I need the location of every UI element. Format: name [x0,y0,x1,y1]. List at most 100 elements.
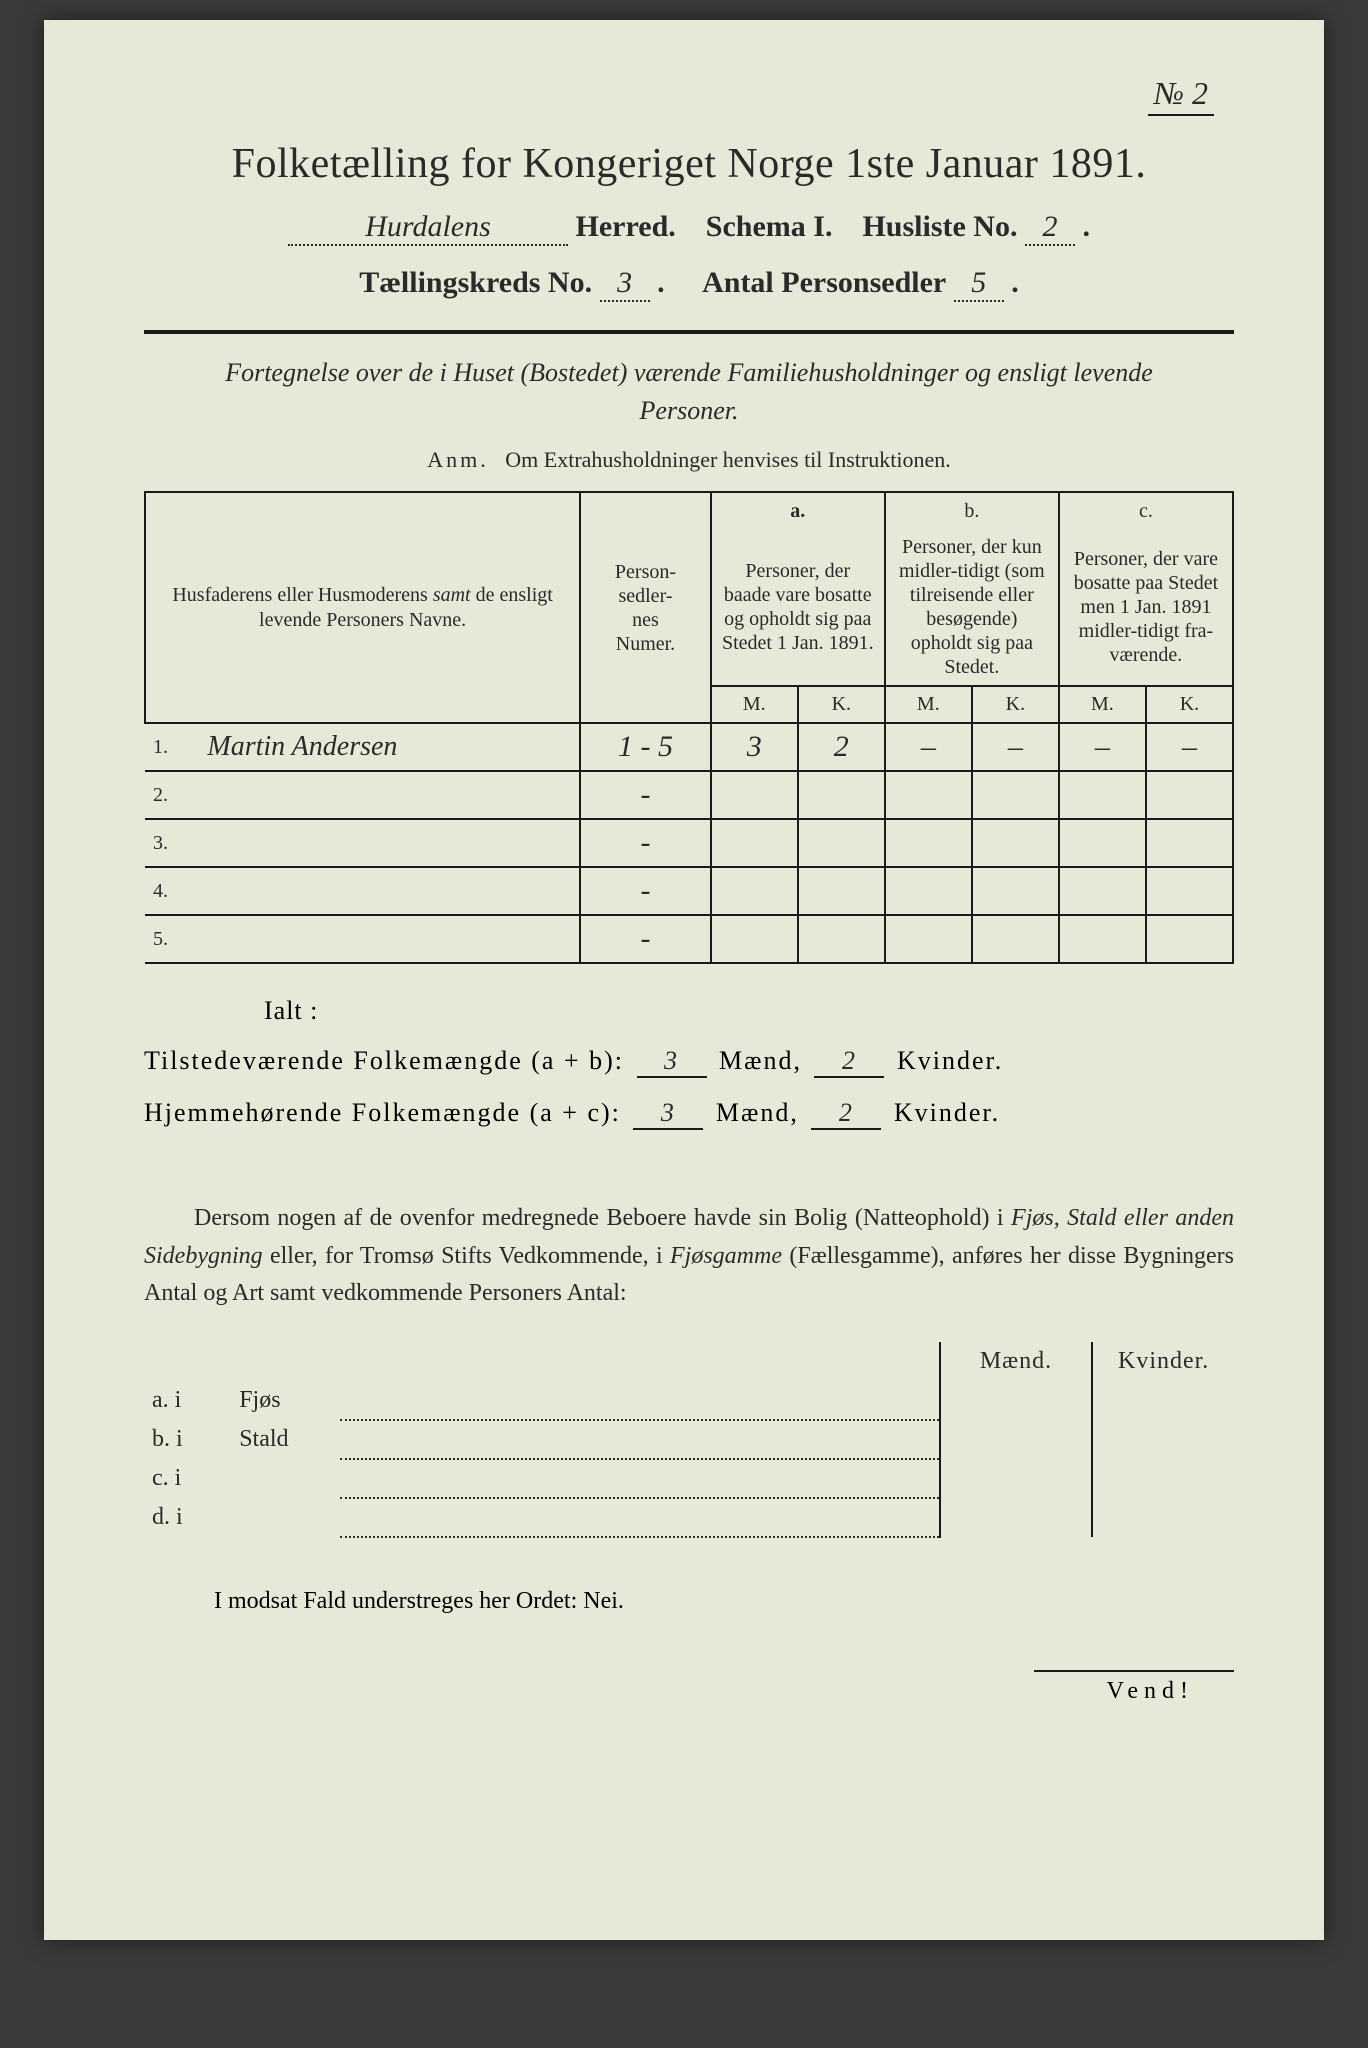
anm-text: Om Extrahusholdninger henvises til Instr… [505,447,950,472]
bt-row-word: Stald [231,1420,340,1459]
herred-label: Herred. [576,210,676,243]
cell-c-m [1059,867,1146,915]
row-number: 5. [145,915,199,963]
bt-row-m [940,1381,1093,1420]
bt-row-word [231,1498,340,1537]
sum2-label: Hjemmehørende Folkemængde (a + c): [144,1098,621,1127]
cell-a-m [711,867,798,915]
bt-row-k [1092,1459,1234,1498]
main-table: Husfaderens eller Husmoderens samt de en… [144,491,1234,964]
cell-a-m [711,819,798,867]
antal-number: 5 [954,266,1004,302]
table-row: 2. - [145,771,1233,819]
husliste-label: Husliste No. [862,210,1017,243]
cell-c-m: – [1059,723,1146,771]
th-c-text: Personer, der vare bosatte paa Stedet me… [1059,529,1233,686]
ialt-label: Ialt : [264,996,1234,1026]
cell-c-k [1146,867,1233,915]
row-number: 3. [145,819,199,867]
negative-line: I modsat Fald understreges her Ordet: Ne… [144,1588,1234,1615]
fortegnelse-text: Fortegnelse over de i Huset (Bostedet) v… [144,354,1234,429]
corner-number: № 2 [1148,75,1214,116]
vend-label: Vend! [1034,1670,1234,1705]
bt-row-word: Fjøs [231,1381,340,1420]
row-number: 1. [145,723,199,771]
cell-b-m [885,771,972,819]
census-form-page: № 2 Folketælling for Kongeriget Norge 1s… [44,20,1324,1940]
th-a-label: a. [711,492,885,529]
row-name-cell: Martin Andersen [199,723,580,771]
kvinder-label-2: Kvinder. [894,1098,1000,1127]
sum1-k: 2 [814,1046,884,1078]
cell-c-m [1059,771,1146,819]
bt-hdr-maend: Mænd. [940,1342,1093,1381]
th-c-m: M. [1059,686,1146,723]
sum1-label: Tilstedeværende Folkemængde (a + b): [144,1046,624,1075]
husliste-number: 2 [1025,210,1075,246]
cell-numer: 1 - 5 [580,723,711,771]
row-number: 2. [145,771,199,819]
cell-b-k [972,819,1059,867]
bt-row-label: b. i [144,1420,231,1459]
cell-numer: - [580,819,711,867]
cell-b-m [885,819,972,867]
cell-numer: - [580,771,711,819]
th-numer: Person- sedler- nes Numer. [580,492,711,723]
bt-row-m [940,1420,1093,1459]
bt-row-dots [340,1498,940,1537]
bt-row-label: d. i [144,1498,231,1537]
bt-row-dots [340,1459,940,1498]
bt-hdr-kvinder: Kvinder. [1092,1342,1234,1381]
schema-label: Schema I. [706,210,833,243]
th-b-k: K. [972,686,1059,723]
cell-b-m: – [885,723,972,771]
row-number: 4. [145,867,199,915]
th-b-m: M. [885,686,972,723]
th-c-label: c. [1059,492,1233,529]
page-title: Folketælling for Kongeriget Norge 1ste J… [144,140,1234,188]
cell-b-m [885,867,972,915]
row-name-cell [199,867,580,915]
bt-row-word [231,1459,340,1498]
bt-row-m [940,1498,1093,1537]
cell-numer: - [580,915,711,963]
cell-a-k: 2 [798,723,885,771]
bt-row-label: c. i [144,1459,231,1498]
cell-c-m [1059,915,1146,963]
anm-prefix: Anm. [427,447,489,472]
row-name-cell [199,771,580,819]
cell-a-m [711,915,798,963]
cell-a-m: 3 [711,723,798,771]
cell-b-m [885,915,972,963]
th-a-k: K. [798,686,885,723]
building-row: b. iStald [144,1420,1234,1459]
table-row: 5. - [145,915,1233,963]
header-line-kreds: Tællingskreds No. 3 . Antal Personsedler… [144,266,1234,302]
bt-row-k [1092,1498,1234,1537]
sum-line-ac: Hjemmehørende Folkemængde (a + c): 3 Mæn… [144,1098,1234,1130]
cell-c-m [1059,819,1146,867]
sum-line-ab: Tilstedeværende Folkemængde (a + b): 3 M… [144,1046,1234,1078]
cell-a-k [798,867,885,915]
row-name-cell [199,819,580,867]
th-names: Husfaderens eller Husmoderens samt de en… [145,492,580,723]
table-row: 4.- [145,867,1233,915]
cell-b-k [972,771,1059,819]
cell-c-k [1146,819,1233,867]
th-a-text: Personer, der baade vare bosatte og opho… [711,529,885,686]
table-row: 3. - [145,819,1233,867]
th-a-m: M. [711,686,798,723]
th-b-text: Personer, der kun midler-tidigt (som til… [885,529,1059,686]
table-row: 1.Martin Andersen1 - 532–––– [145,723,1233,771]
cell-b-k [972,867,1059,915]
maend-label-2: Mænd, [716,1098,799,1127]
building-table: Mænd. Kvinder. a. iFjøsb. iStaldc. id. i [144,1342,1234,1538]
building-row: a. iFjøs [144,1381,1234,1420]
building-row: d. i [144,1498,1234,1537]
bt-row-k [1092,1381,1234,1420]
cell-a-k [798,915,885,963]
th-c-k: K. [1146,686,1233,723]
building-row: c. i [144,1459,1234,1498]
sum1-m: 3 [637,1046,707,1078]
bt-row-k [1092,1420,1234,1459]
